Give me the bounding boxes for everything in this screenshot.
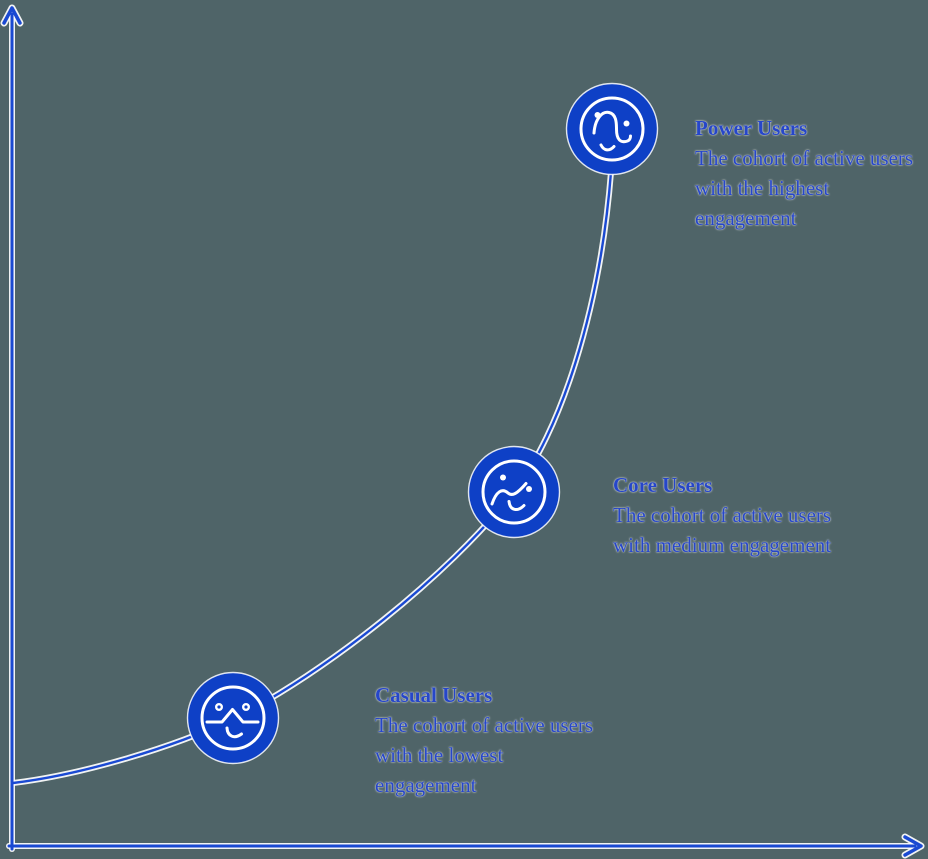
- x-axis: [7, 835, 923, 857]
- node-casual-users: Casual Users The cohort of active users …: [375, 680, 597, 800]
- growth-curve: [11, 170, 613, 785]
- power-user-face-icon: [565, 82, 659, 176]
- node-description: The cohort of active users with the lowe…: [375, 713, 594, 797]
- node-core-users: Core Users The cohort of active users wi…: [613, 470, 835, 560]
- node-description: The cohort of active users with the high…: [695, 146, 914, 230]
- y-axis-arrow-icon: [2, 6, 22, 25]
- casual-user-face-icon: [186, 671, 280, 765]
- node-power-users: Power Users The cohort of active users w…: [695, 113, 917, 233]
- x-axis-arrow-icon: [903, 835, 923, 857]
- node-title: Core Users: [613, 473, 713, 497]
- core-user-face-icon: [467, 445, 561, 539]
- node-description: The cohort of active users with medium e…: [613, 503, 832, 557]
- y-axis: [2, 6, 22, 851]
- node-title: Casual Users: [375, 683, 493, 707]
- node-title: Power Users: [695, 116, 808, 140]
